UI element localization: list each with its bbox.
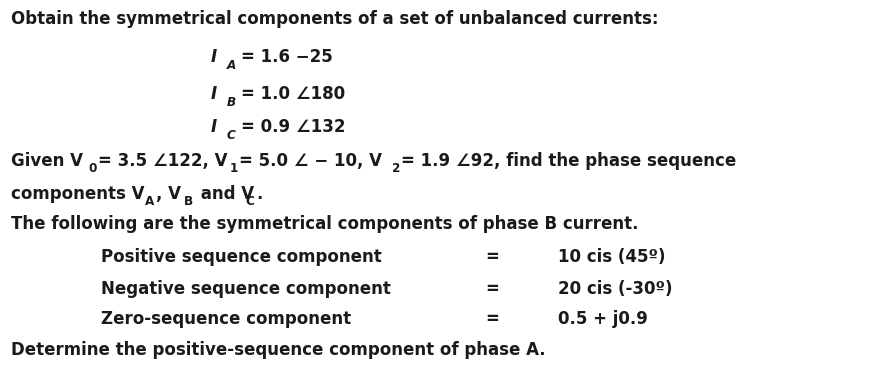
Text: I: I xyxy=(211,85,217,103)
Text: Obtain the symmetrical components of a set of unbalanced currents:: Obtain the symmetrical components of a s… xyxy=(11,10,658,28)
Text: = 1.6 −25: = 1.6 −25 xyxy=(241,48,332,66)
Text: =: = xyxy=(485,248,499,266)
Text: A: A xyxy=(227,59,236,72)
Text: =: = xyxy=(485,310,499,328)
Text: 0: 0 xyxy=(88,162,97,175)
Text: = 0.9 ∠132: = 0.9 ∠132 xyxy=(241,118,345,136)
Text: = 1.0 ∠180: = 1.0 ∠180 xyxy=(241,85,344,103)
Text: components V: components V xyxy=(11,185,144,203)
Text: =: = xyxy=(485,280,499,298)
Text: Zero-sequence component: Zero-sequence component xyxy=(101,310,351,328)
Text: = 5.0 ∠ − 10, V: = 5.0 ∠ − 10, V xyxy=(239,152,382,170)
Text: 10 cis (45º): 10 cis (45º) xyxy=(558,248,665,266)
Text: = 3.5 ∠122, V: = 3.5 ∠122, V xyxy=(98,152,227,170)
Text: 2: 2 xyxy=(392,162,400,175)
Text: I: I xyxy=(211,48,217,66)
Text: 0.5 + j0.9: 0.5 + j0.9 xyxy=(558,310,647,328)
Text: 1: 1 xyxy=(229,162,238,175)
Text: B: B xyxy=(184,195,192,208)
Text: I: I xyxy=(211,118,217,136)
Text: Positive sequence component: Positive sequence component xyxy=(101,248,381,266)
Text: Negative sequence component: Negative sequence component xyxy=(101,280,391,298)
Text: .: . xyxy=(255,185,262,203)
Text: 20 cis (-30º): 20 cis (-30º) xyxy=(558,280,672,298)
Text: The following are the symmetrical components of phase B current.: The following are the symmetrical compon… xyxy=(11,215,637,233)
Text: , V: , V xyxy=(155,185,180,203)
Text: A: A xyxy=(145,195,155,208)
Text: Given V: Given V xyxy=(11,152,83,170)
Text: B: B xyxy=(227,96,235,109)
Text: Determine the positive-sequence component of phase A.: Determine the positive-sequence componen… xyxy=(11,341,544,359)
Text: = 1.9 ∠92, find the phase sequence: = 1.9 ∠92, find the phase sequence xyxy=(400,152,735,170)
Text: and V: and V xyxy=(195,185,254,203)
Text: C: C xyxy=(227,129,235,142)
Text: C: C xyxy=(245,195,254,208)
